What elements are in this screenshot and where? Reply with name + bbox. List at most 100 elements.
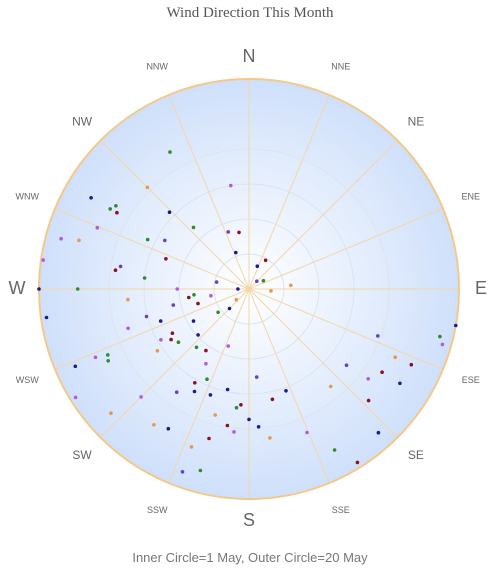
direction-label-ese: ESE bbox=[462, 375, 480, 385]
direction-label-ene: ENE bbox=[461, 192, 480, 202]
data-point-series-3 bbox=[113, 268, 118, 273]
data-point-series-3 bbox=[263, 258, 268, 263]
data-point-series-5 bbox=[126, 297, 130, 302]
data-point-series-5 bbox=[155, 349, 160, 353]
data-point-series-1 bbox=[191, 319, 196, 323]
data-point-series-4 bbox=[126, 326, 130, 331]
data-point-series-6 bbox=[171, 303, 176, 307]
data-point-series-3 bbox=[270, 397, 275, 402]
data-point-series-4 bbox=[93, 355, 98, 360]
direction-label-wnw: WNW bbox=[16, 192, 40, 202]
data-point-series-1 bbox=[37, 287, 41, 291]
data-point-series-2 bbox=[145, 237, 150, 242]
data-point-series-2 bbox=[192, 293, 196, 297]
data-point-series-1 bbox=[208, 393, 213, 397]
data-point-series-1 bbox=[73, 364, 78, 369]
direction-label-s: S bbox=[243, 510, 255, 530]
data-point-series-2 bbox=[438, 334, 442, 339]
direction-label-sw: SW bbox=[72, 448, 92, 462]
data-point-series-6 bbox=[180, 470, 185, 474]
data-point-series-2 bbox=[106, 353, 110, 357]
data-point-series-5 bbox=[213, 413, 217, 417]
data-point-series-3 bbox=[366, 398, 371, 403]
grid-layer bbox=[38, 78, 460, 500]
data-point-series-1 bbox=[192, 389, 197, 394]
spoke-sse bbox=[248, 288, 330, 484]
spoke-sw bbox=[100, 288, 250, 438]
data-point-series-4 bbox=[229, 183, 233, 188]
data-point-series-3 bbox=[196, 301, 200, 306]
direction-label-nnw: NNW bbox=[146, 62, 168, 72]
data-point-series-5 bbox=[109, 411, 113, 416]
data-point-series-2 bbox=[234, 405, 239, 410]
data-point-series-2 bbox=[114, 204, 118, 208]
data-point-series-5 bbox=[328, 384, 333, 389]
direction-labels: N NNE NE ENE E ESE SE SSE S SSW SW WSW W WNW NW NNW bbox=[9, 46, 488, 530]
data-point-series-4 bbox=[232, 430, 236, 434]
data-point-series-2 bbox=[191, 225, 196, 230]
data-point-series-1 bbox=[247, 417, 251, 422]
data-point-series-4 bbox=[175, 287, 179, 291]
data-point-series-3 bbox=[164, 257, 168, 261]
data-point-series-1 bbox=[89, 196, 93, 200]
data-point-series-6 bbox=[254, 375, 259, 379]
data-point-series-1 bbox=[44, 315, 49, 320]
data-point-series-4 bbox=[95, 225, 100, 230]
data-point-series-1 bbox=[234, 250, 238, 255]
chart-footer: Inner Circle=1 May, Outer Circle=20 May bbox=[132, 550, 368, 565]
data-point-series-4 bbox=[73, 395, 78, 400]
data-point-series-4 bbox=[204, 361, 208, 366]
data-point-series-6 bbox=[254, 279, 259, 284]
data-point-series-3 bbox=[380, 370, 384, 375]
spoke-ssw bbox=[168, 288, 250, 484]
data-point-series-4 bbox=[440, 342, 445, 347]
data-point-series-6 bbox=[118, 264, 123, 269]
direction-label-nne: NNE bbox=[331, 62, 350, 72]
spoke-nnw bbox=[168, 94, 250, 290]
data-point-series-6 bbox=[144, 314, 149, 319]
data-point-series-5 bbox=[145, 185, 150, 190]
data-point-series-5 bbox=[289, 283, 293, 288]
data-point-series-1 bbox=[166, 426, 171, 431]
data-point-series-6 bbox=[163, 238, 167, 243]
data-point-series-3 bbox=[115, 210, 119, 215]
data-point-series-3 bbox=[225, 423, 230, 428]
data-point-series-5 bbox=[234, 297, 239, 302]
data-point-series-4 bbox=[366, 377, 371, 381]
data-point-series-6 bbox=[344, 363, 349, 368]
data-point-series-2 bbox=[332, 448, 337, 452]
data-point-series-1 bbox=[256, 425, 261, 429]
data-point-series-4 bbox=[139, 395, 143, 399]
data-point-series-3 bbox=[207, 436, 211, 441]
data-point-series-1 bbox=[398, 381, 402, 386]
data-point-series-6 bbox=[214, 280, 219, 284]
points-layer bbox=[37, 150, 458, 474]
direction-label-se: SE bbox=[408, 448, 424, 462]
direction-label-w: W bbox=[9, 278, 26, 298]
data-point-series-1 bbox=[454, 323, 458, 328]
data-point-series-5 bbox=[269, 289, 273, 293]
spoke-wnw bbox=[54, 208, 250, 290]
data-point-series-5 bbox=[152, 423, 156, 427]
data-point-series-2 bbox=[142, 276, 147, 280]
data-point-series-4 bbox=[305, 430, 309, 435]
data-point-series-4 bbox=[59, 236, 63, 241]
spoke-nne bbox=[248, 94, 330, 290]
data-point-series-4 bbox=[159, 338, 163, 342]
data-point-series-3 bbox=[169, 337, 173, 342]
data-point-series-2 bbox=[261, 278, 266, 283]
data-point-series-2 bbox=[108, 207, 112, 211]
spoke-wsw bbox=[54, 288, 250, 370]
direction-label-ne: NE bbox=[408, 114, 425, 128]
data-point-series-3 bbox=[355, 460, 360, 465]
data-point-series-4 bbox=[209, 293, 213, 298]
data-point-series-1 bbox=[236, 287, 240, 291]
data-point-series-3 bbox=[193, 381, 197, 385]
direction-label-wsw: WSW bbox=[16, 375, 39, 385]
spoke-se bbox=[248, 288, 398, 438]
data-point-series-3 bbox=[409, 362, 414, 367]
data-point-series-1 bbox=[376, 430, 381, 435]
direction-label-ssw: SSW bbox=[147, 505, 168, 515]
data-point-series-6 bbox=[226, 230, 230, 234]
data-point-series-6 bbox=[174, 390, 179, 395]
